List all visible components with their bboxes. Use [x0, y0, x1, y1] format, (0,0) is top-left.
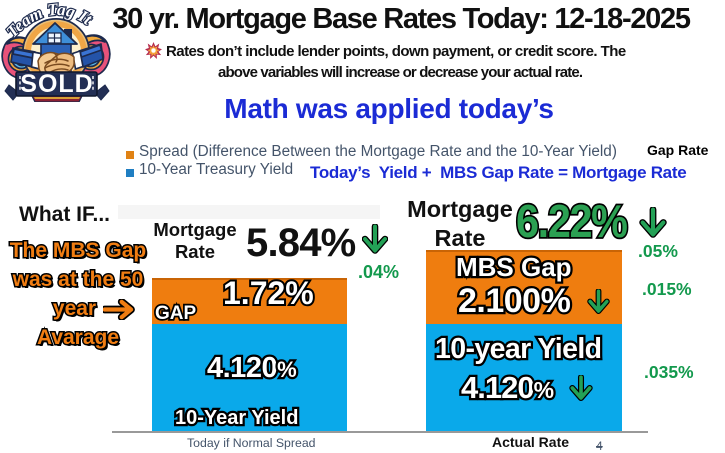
svg-text:SOLD: SOLD — [20, 70, 93, 98]
